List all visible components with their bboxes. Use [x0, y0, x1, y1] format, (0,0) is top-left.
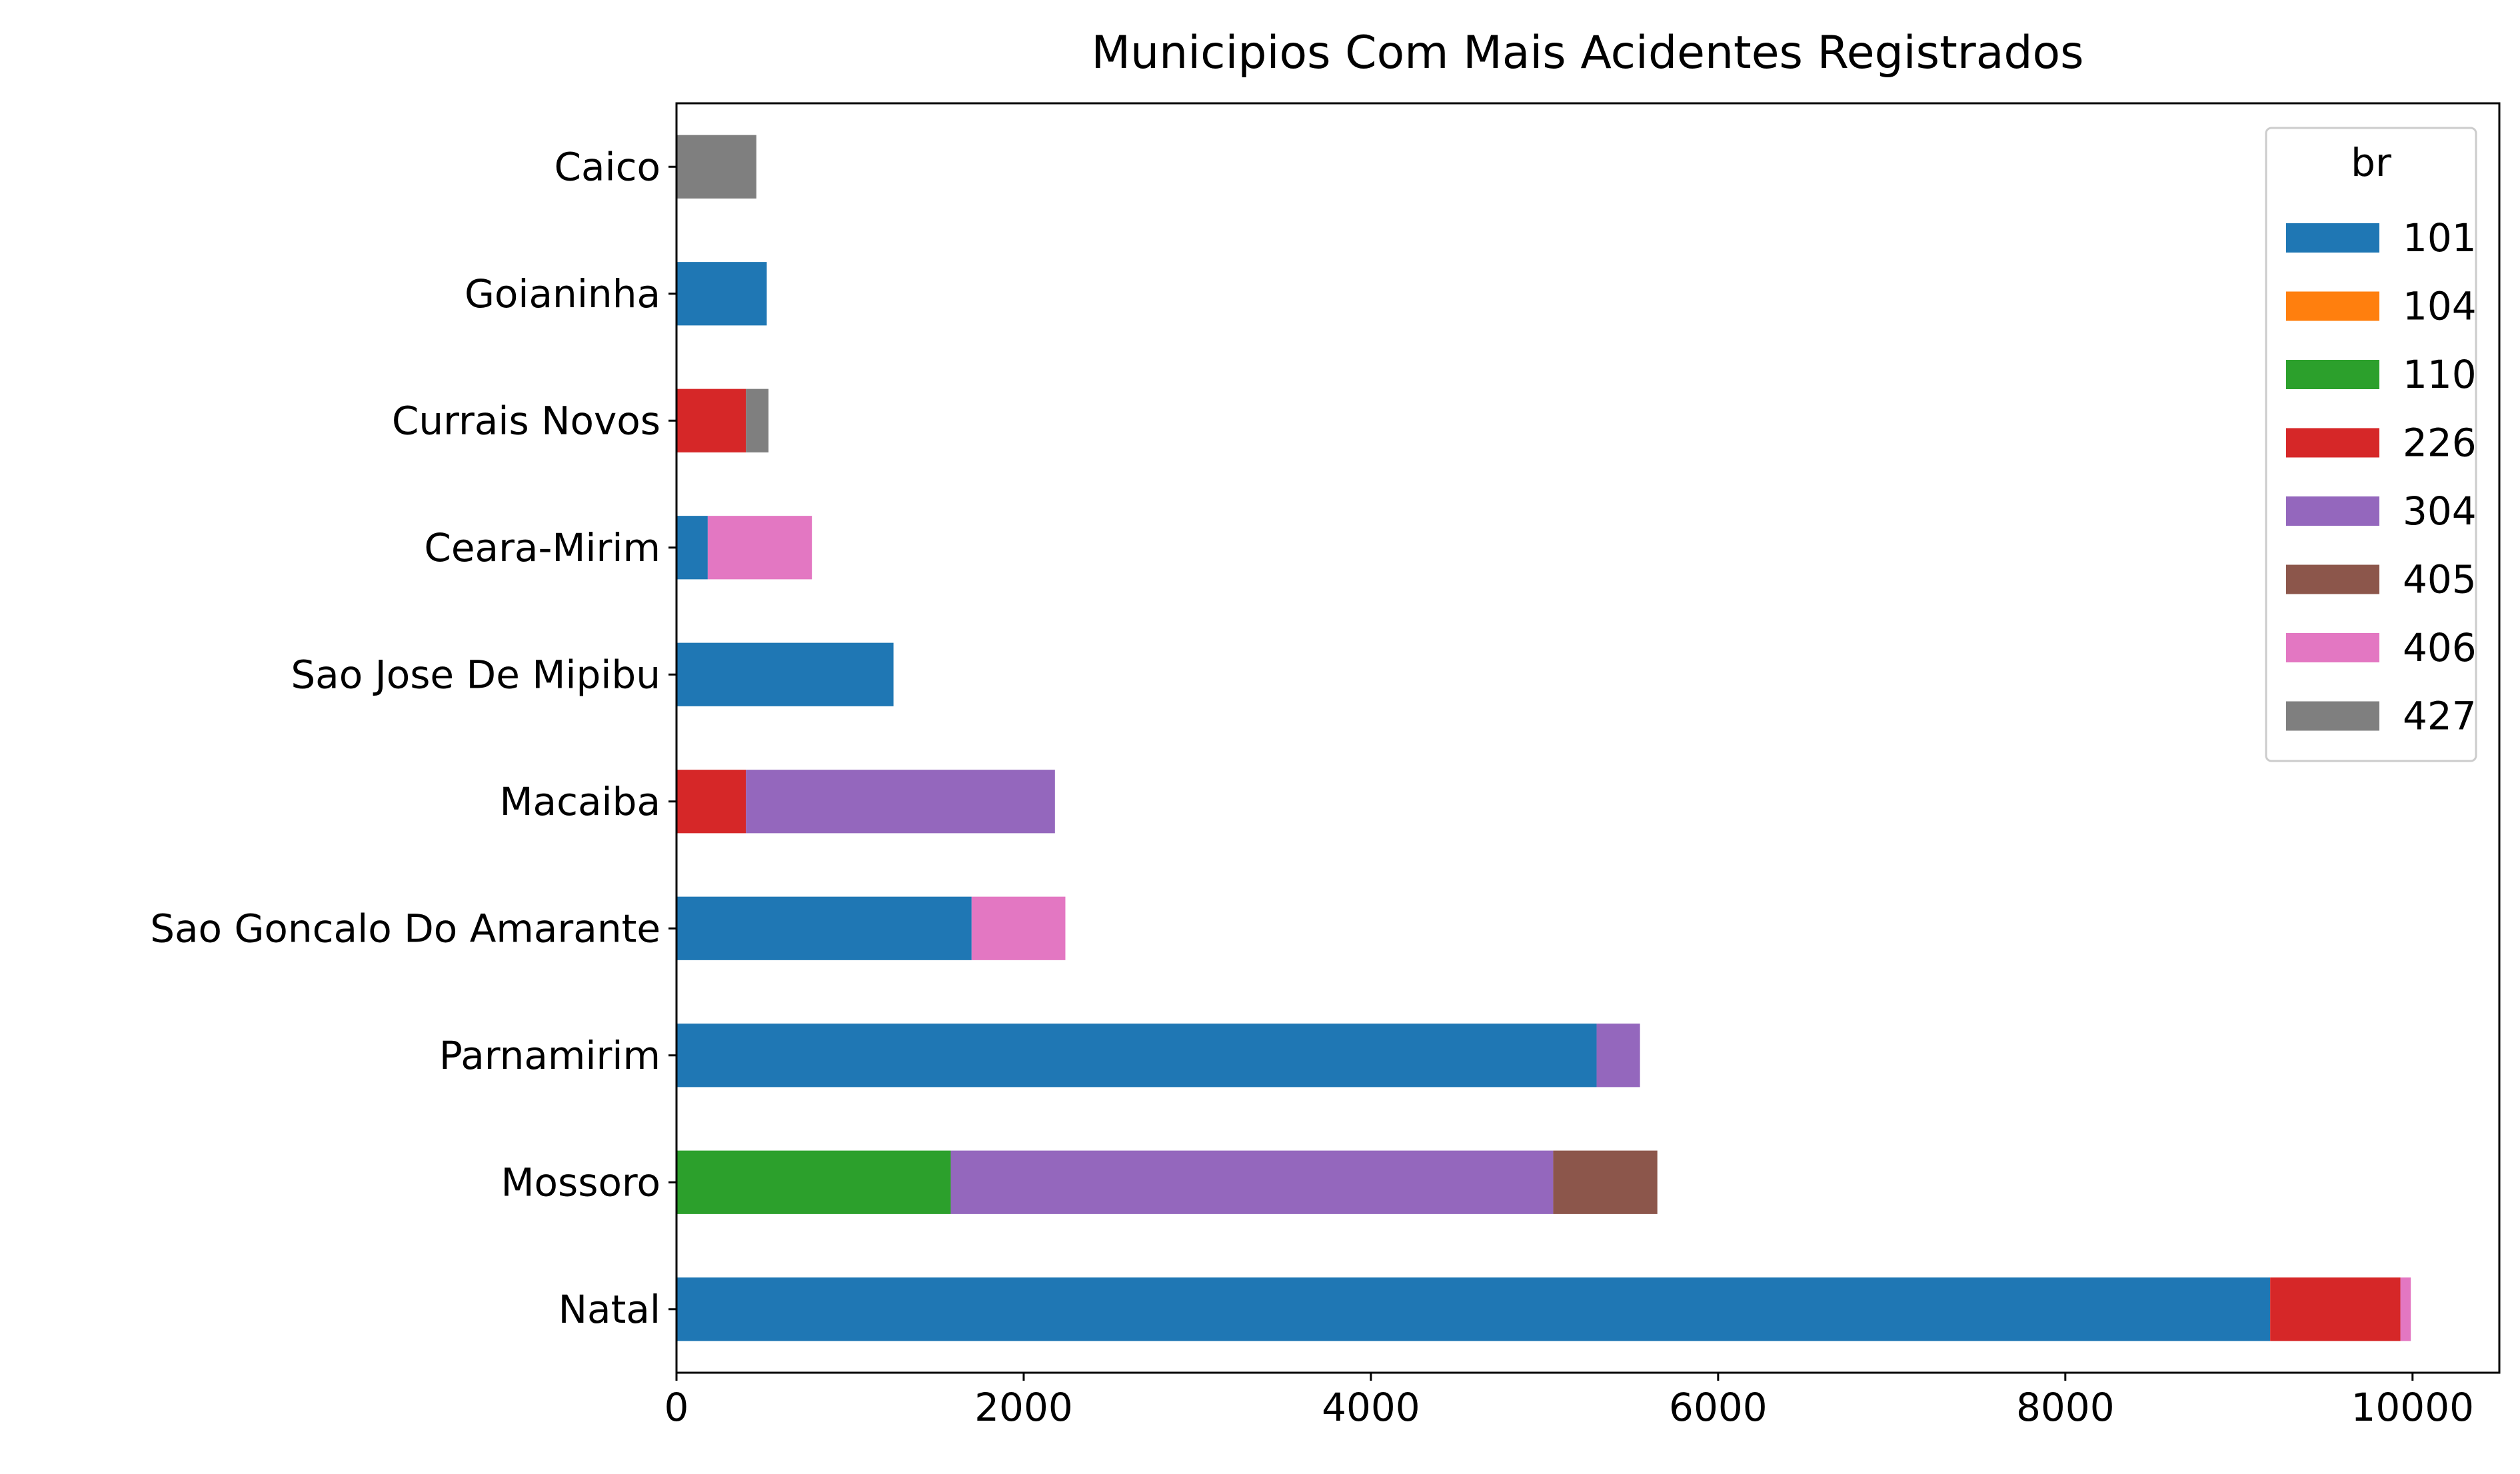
legend-label-405: 405 [2403, 557, 2477, 602]
chart-title: Municipios Com Mais Acidentes Registrado… [1091, 27, 2083, 79]
legend-swatch-226 [2286, 428, 2379, 458]
bar-segment-226-macaiba [676, 770, 746, 834]
bar-segment-226-currais-novos [676, 388, 746, 452]
legend-swatch-110 [2286, 360, 2379, 389]
y-tick-label: Goianinha [465, 271, 660, 317]
legend-label-226: 226 [2403, 420, 2477, 466]
bar-segment-304-parnamirim [1596, 1024, 1640, 1088]
y-tick-label: Natal [559, 1287, 660, 1332]
legend-swatch-405 [2286, 564, 2379, 594]
y-tick-label: Mossoro [501, 1159, 660, 1205]
legend-swatch-427 [2286, 701, 2379, 731]
legend-title: br [2351, 140, 2391, 185]
bar-segment-101-sao-jose-de-mipibu [676, 642, 894, 706]
legend: br 101 104 110 226 304 405 406 427 [2265, 127, 2477, 762]
bar-segment-304-mossoro [950, 1150, 1554, 1214]
plot-frame [675, 102, 2501, 1374]
x-tick-label: 2000 [974, 1385, 1073, 1430]
bar-segment-110-mossoro [676, 1150, 951, 1214]
bar-segment-101-ceara-mirim [676, 516, 708, 580]
y-tick-label: Macaiba [500, 779, 661, 824]
bars-layer [676, 135, 2411, 1341]
bar-segment-406-natal [2400, 1277, 2411, 1341]
bar-segment-405-mossoro [1553, 1150, 1658, 1214]
legend-label-427: 427 [2403, 694, 2477, 739]
y-tick-label: Parnamirim [439, 1033, 660, 1078]
y-tick-label: Ceara-Mirim [424, 525, 660, 570]
x-tick-label: 6000 [1669, 1385, 1768, 1430]
x-tick-label: 8000 [2016, 1385, 2115, 1430]
legend-label-406: 406 [2403, 625, 2477, 670]
bar-segment-406-sao-goncalo-do-amarante [971, 896, 1066, 960]
bar-segment-226-natal [2270, 1277, 2401, 1341]
legend-label-304: 304 [2403, 488, 2477, 534]
legend-label-104: 104 [2403, 284, 2477, 329]
bar-segment-101-parnamirim [676, 1024, 1597, 1088]
legend-swatch-101 [2286, 223, 2379, 253]
bar-segment-427-currais-novos [746, 388, 769, 452]
bar-segment-101-sao-goncalo-do-amarante [676, 896, 972, 960]
legend-swatch-406 [2286, 633, 2379, 662]
x-tick-label: 10000 [2351, 1385, 2475, 1430]
legend-label-110: 110 [2403, 352, 2477, 397]
x-tick-label: 0 [664, 1385, 689, 1430]
bar-segment-304-macaiba [746, 770, 1055, 834]
legend-swatch-304 [2286, 496, 2379, 526]
bar-segment-427-caico [676, 135, 756, 199]
legend-label-101: 101 [2403, 215, 2477, 261]
y-tick-label: Sao Jose De Mipibu [291, 652, 660, 697]
y-tick-label: Sao Goncalo Do Amarante [150, 906, 660, 951]
x-tick-label: 4000 [1322, 1385, 1420, 1430]
bar-segment-101-natal [676, 1277, 2271, 1341]
y-tick-label: Caico [554, 144, 660, 189]
bar-segment-101-goianinha [676, 262, 767, 326]
bar-segment-406-ceara-mirim [707, 516, 812, 580]
legend-swatch-104 [2286, 291, 2379, 321]
y-tick-label: Currais Novos [392, 398, 660, 443]
axes-layer: Natal Mossoro Parnamirim Sao Goncalo Do Ama… [150, 102, 2501, 1430]
